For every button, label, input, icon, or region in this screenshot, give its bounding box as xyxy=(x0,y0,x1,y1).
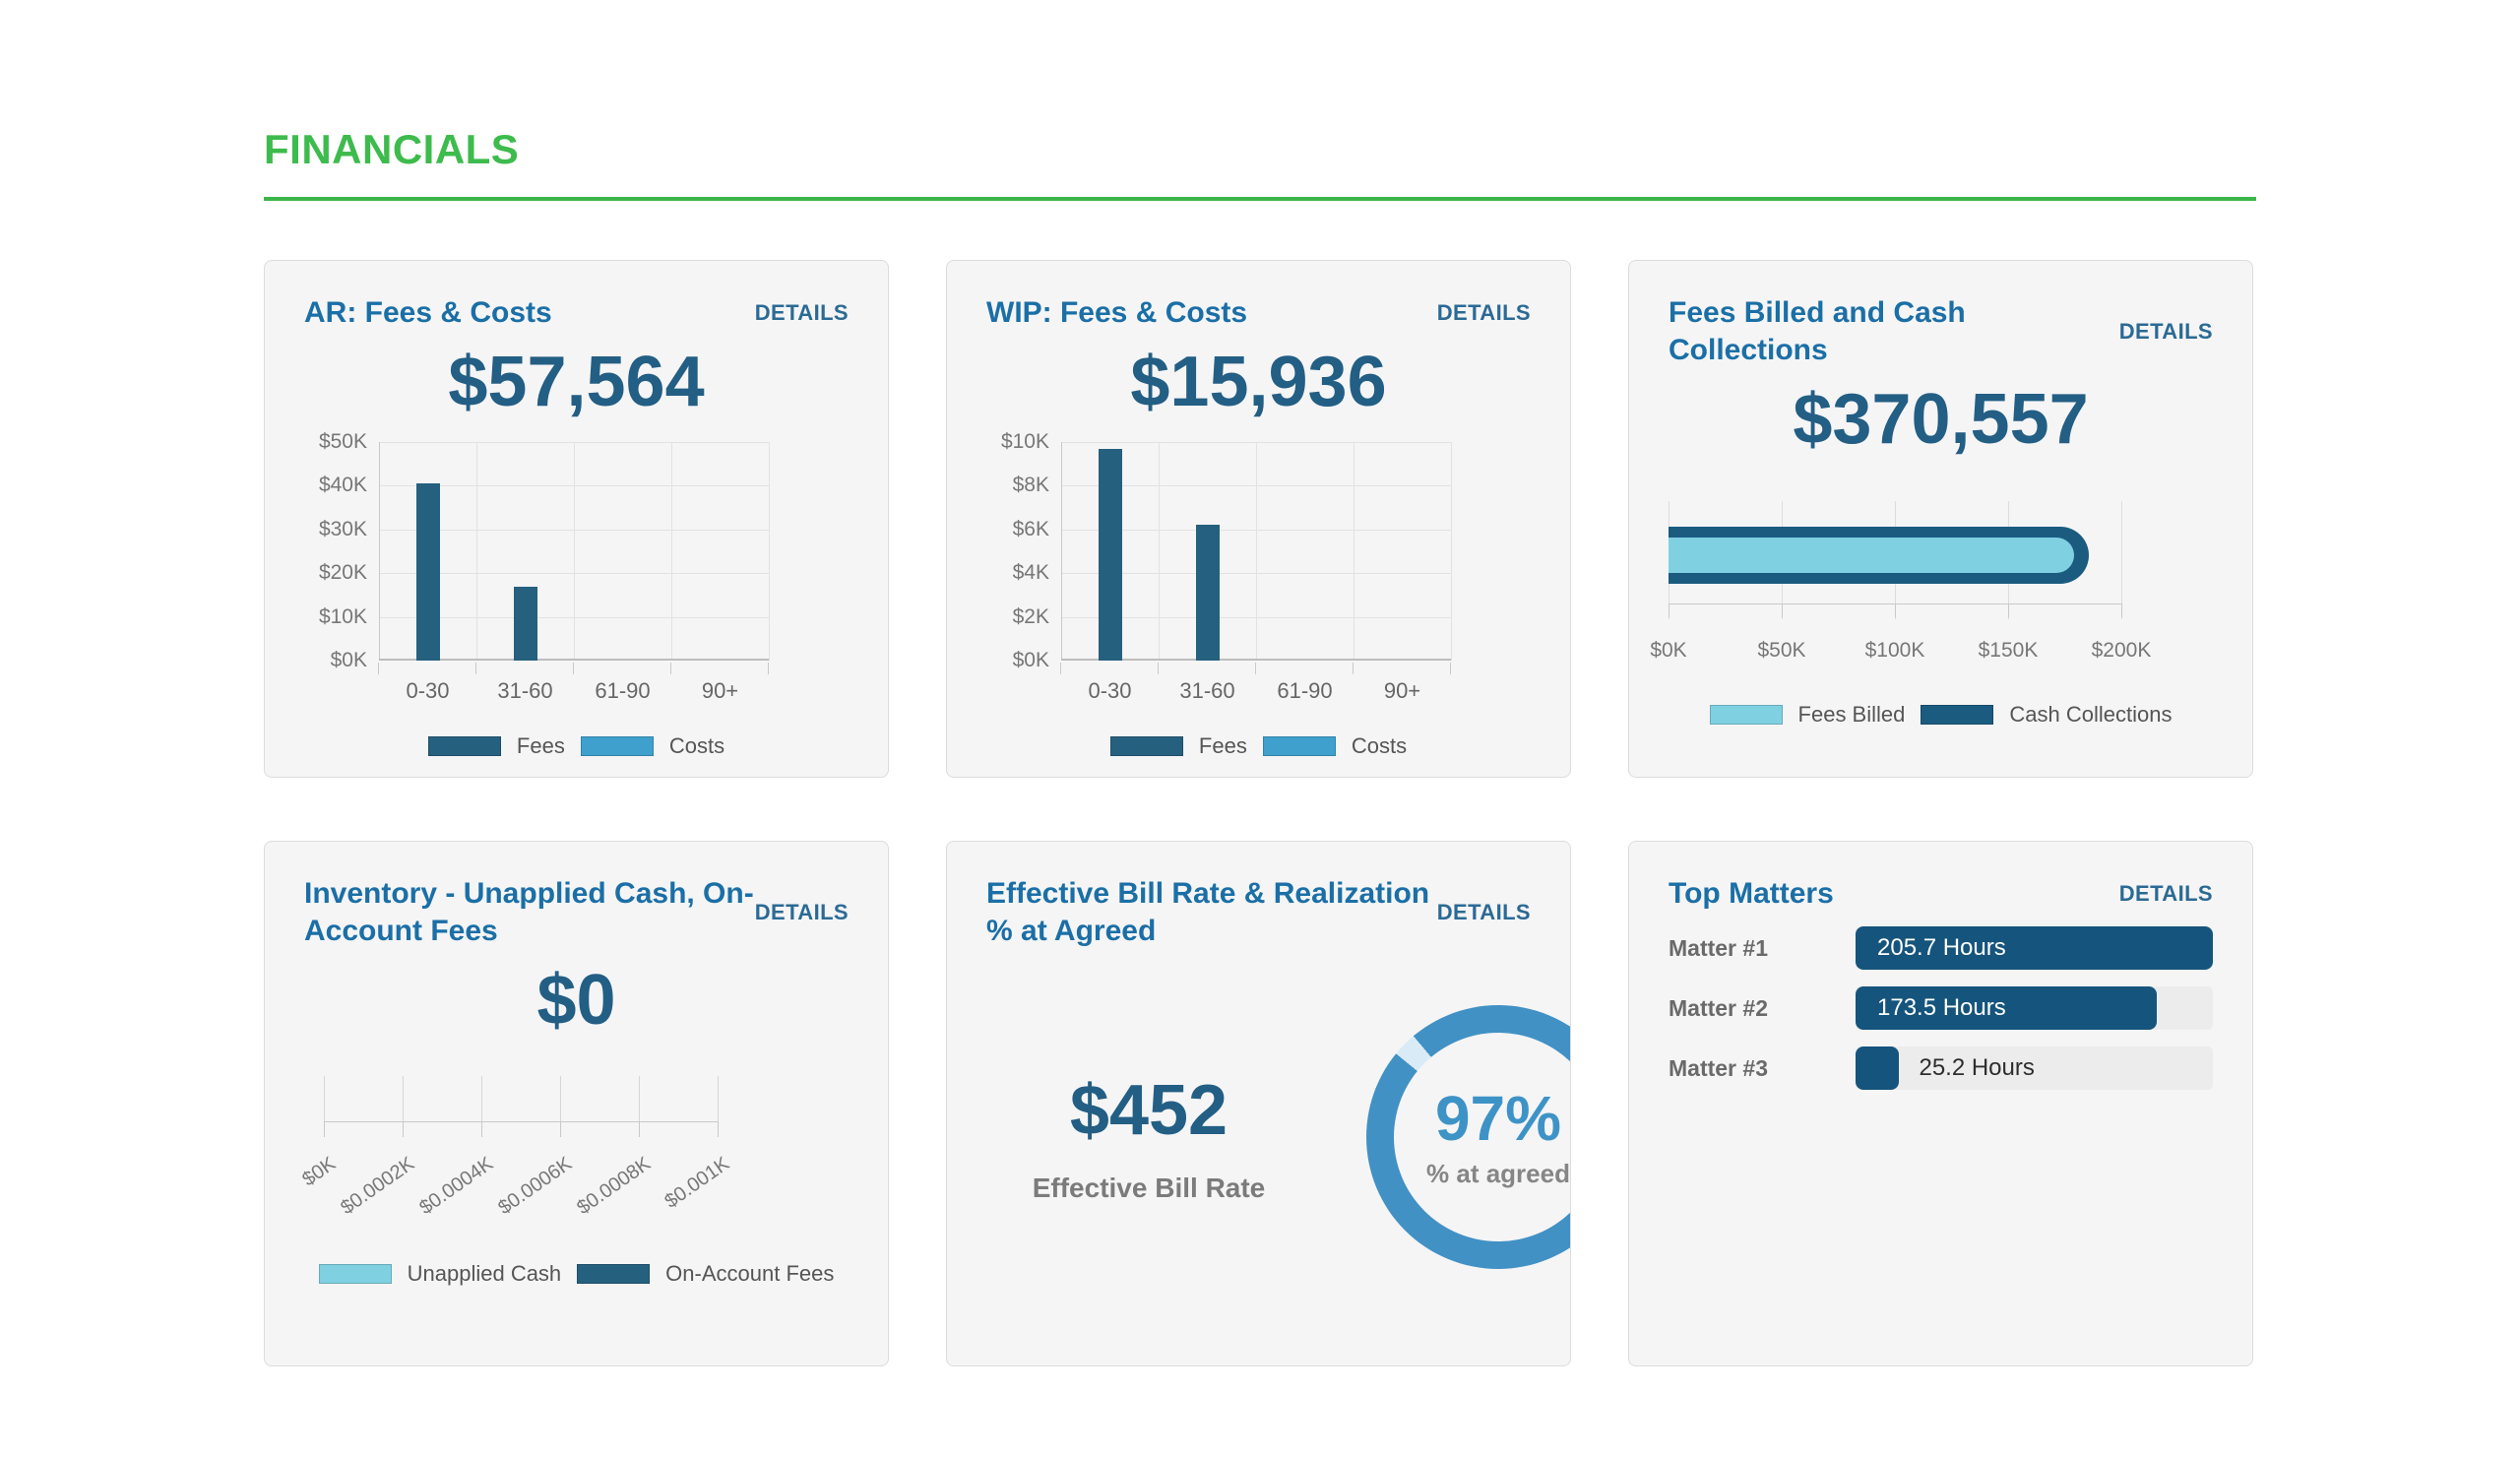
matter-1-label: Matter #1 xyxy=(1669,934,1768,961)
card-header: WIP: Fees & Costs DETAILS xyxy=(986,294,1531,332)
donut-center: 97% % at agreed xyxy=(1394,1033,1570,1241)
matter-row-1: Matter #1 205.7 Hours xyxy=(1669,926,2213,970)
matter-row-2: Matter #2 173.5 Hours xyxy=(1669,986,2213,1030)
fees-billed-legend-swatch xyxy=(1709,705,1783,725)
realization-percent-label: % at agreed xyxy=(1426,1158,1570,1188)
details-link-inventory[interactable]: DETAILS xyxy=(754,900,849,924)
billed-axis-labels: $0K $50K $100K $150K $200K xyxy=(1650,639,2152,662)
cash-collections-legend-label: Cash Collections xyxy=(2009,702,2173,727)
costs-legend-label: Costs xyxy=(668,733,725,758)
ebr-content: $452 Effective Bill Rate 97% % at agreed xyxy=(986,1005,1570,1269)
wip-chart-categories: 0-30 31-60 61-90 90+ xyxy=(1088,678,1421,703)
card-header: AR: Fees & Costs DETAILS xyxy=(304,294,849,332)
billed-chart-legend: Fees Billed Cash Collections xyxy=(1669,702,2213,728)
matter-2-hours: 173.5 Hours xyxy=(1877,994,2006,1021)
matter-3-hours: 25.2 Hours xyxy=(1919,1054,2035,1081)
cash-collections-legend-swatch xyxy=(1921,705,1994,725)
card-header: Inventory - Unapplied Cash, On-Account F… xyxy=(304,875,849,950)
details-link-wip[interactable]: DETAILS xyxy=(1436,300,1531,325)
wip-total-value: $15,936 xyxy=(1130,343,1387,421)
on-account-fees-legend-label: On-Account Fees xyxy=(665,1261,835,1286)
details-link-billed[interactable]: DETAILS xyxy=(2118,319,2213,344)
fees-legend-label: Fees xyxy=(1198,733,1247,758)
card-header: Fees Billed and Cash Collections DETAILS xyxy=(1669,294,2213,369)
inventory-chart-legend: Unapplied Cash On-Account Fees xyxy=(304,1261,849,1287)
card-fees-billed-cash-collections: Fees Billed and Cash Collections DETAILS… xyxy=(1628,260,2253,778)
matter-row-3: Matter #3 25.2 Hours xyxy=(1669,1046,2213,1090)
matter-3-label: Matter #3 xyxy=(1669,1054,1768,1081)
card-title-ar: AR: Fees & Costs xyxy=(304,296,552,329)
ar-bar-chart: $0K $10K $20K $30K $40K $50K xyxy=(316,431,849,674)
effective-bill-rate-label: Effective Bill Rate xyxy=(1032,1173,1266,1203)
unapplied-cash-legend-swatch xyxy=(318,1264,392,1284)
cards-grid: AR: Fees & Costs DETAILS $57,564 $0K $10K… xyxy=(264,260,2256,1366)
realization-percent-value: 97% xyxy=(1434,1082,1562,1154)
matter-1-hours: 205.7 Hours xyxy=(1877,934,2006,961)
card-ar-fees-costs: AR: Fees & Costs DETAILS $57,564 $0K $10K… xyxy=(264,260,889,778)
card-title-billed: Fees Billed and Cash Collections xyxy=(1669,296,1966,366)
matter-2-label: Matter #2 xyxy=(1669,994,1768,1021)
card-top-matters: Top Matters DETAILS Matter #1 205.7 Hour… xyxy=(1628,841,2253,1366)
page-title: FINANCIALS xyxy=(264,126,520,172)
details-link-top-matters[interactable]: DETAILS xyxy=(2118,881,2213,906)
top-matters-list: Matter #1 205.7 Hours Matter #2 173.5 Ho… xyxy=(1669,926,2213,1090)
effective-bill-rate-value: $452 xyxy=(1069,1071,1228,1150)
card-title-top-matters: Top Matters xyxy=(1669,877,1834,910)
card-inventory: Inventory - Unapplied Cash, On-Account F… xyxy=(264,841,889,1366)
costs-legend-label: Costs xyxy=(1351,733,1408,758)
section-divider xyxy=(264,197,2256,201)
ar-chart-legend: Fees Costs xyxy=(304,733,849,759)
ar-chart-categories: 0-30 31-60 61-90 90+ xyxy=(406,678,739,703)
fees-legend-swatch xyxy=(427,736,501,756)
wip-bar-chart: $0K $2K $4K $6K $8K $10K xyxy=(998,431,1531,674)
on-account-fees-legend-swatch xyxy=(577,1264,651,1284)
costs-legend-swatch xyxy=(580,736,654,756)
costs-legend-swatch xyxy=(1262,736,1336,756)
billed-total-value: $370,557 xyxy=(1793,380,2089,459)
card-title-inventory: Inventory - Unapplied Cash, On-Account F… xyxy=(304,877,754,947)
details-link-ebr[interactable]: DETAILS xyxy=(1436,900,1531,924)
ar-total-value: $57,564 xyxy=(448,343,705,421)
billed-bullet-chart xyxy=(1669,501,2122,619)
details-link-ar[interactable]: DETAILS xyxy=(754,300,849,325)
matter-1-bar xyxy=(1856,926,2213,970)
ebr-rate-block: $452 Effective Bill Rate xyxy=(986,1070,1311,1204)
card-effective-bill-rate: Effective Bill Rate & Realization % at A… xyxy=(946,841,1571,1366)
card-title-ebr: Effective Bill Rate & Realization % at A… xyxy=(986,877,1430,947)
inventory-axis-labels: $0K $0.0002K $0.0004K $0.0006K $0.0008K $0.00… xyxy=(298,1153,734,1220)
card-wip-fees-costs: WIP: Fees & Costs DETAILS $15,936 $0K $2K… xyxy=(946,260,1571,778)
matter-3-bar xyxy=(1856,1046,1900,1090)
financials-page: FINANCIALS AR: Fees & Costs DETAILS $57,… xyxy=(264,126,2256,1366)
card-title-wip: WIP: Fees & Costs xyxy=(986,296,1248,329)
realization-donut-chart: 97% % at agreed xyxy=(1366,1005,1570,1269)
matter-2-bar xyxy=(1856,986,2158,1030)
inventory-total-value: $0 xyxy=(536,961,616,1040)
fees-legend-label: Fees xyxy=(516,733,565,758)
unapplied-cash-legend-label: Unapplied Cash xyxy=(407,1261,562,1286)
matter-1-track: 205.7 Hours xyxy=(1856,926,2213,970)
matter-3-track: 25.2 Hours xyxy=(1856,1046,2213,1090)
fees-billed-legend-label: Fees Billed xyxy=(1797,702,1906,727)
matter-2-track: 173.5 Hours xyxy=(1856,986,2213,1030)
card-header: Top Matters DETAILS xyxy=(1669,875,2213,913)
wip-chart-legend: Fees Costs xyxy=(986,733,1531,759)
card-header: Effective Bill Rate & Realization % at A… xyxy=(986,875,1531,950)
fees-legend-swatch xyxy=(1109,736,1183,756)
inventory-axis xyxy=(324,1076,719,1137)
